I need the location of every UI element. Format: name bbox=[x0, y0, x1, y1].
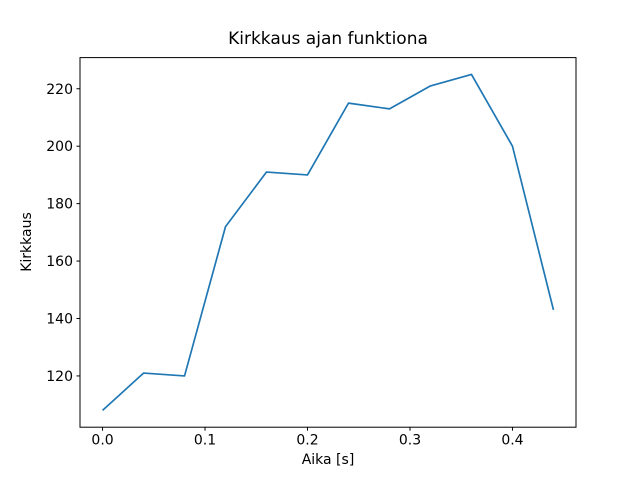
y-tick-label: 120 bbox=[46, 369, 73, 385]
x-tick-label: 0.1 bbox=[194, 433, 216, 449]
x-tick-label: 0.3 bbox=[399, 433, 421, 449]
y-tick-label: 180 bbox=[46, 197, 73, 213]
y-tick-label: 160 bbox=[46, 254, 73, 270]
chart-title: Kirkkaus ajan funktiona bbox=[228, 29, 428, 49]
y-tick-label: 220 bbox=[46, 82, 73, 98]
x-tick-label: 0.4 bbox=[501, 433, 523, 449]
data-line bbox=[101, 73, 555, 412]
x-tick-label: 0.0 bbox=[91, 433, 113, 449]
y-tick-label: 140 bbox=[46, 312, 73, 328]
y-tick-label: 200 bbox=[46, 139, 73, 155]
axes-spines bbox=[79, 57, 577, 428]
x-axis-label: Aika [s] bbox=[301, 452, 355, 468]
x-tick-label: 0.2 bbox=[296, 433, 318, 449]
